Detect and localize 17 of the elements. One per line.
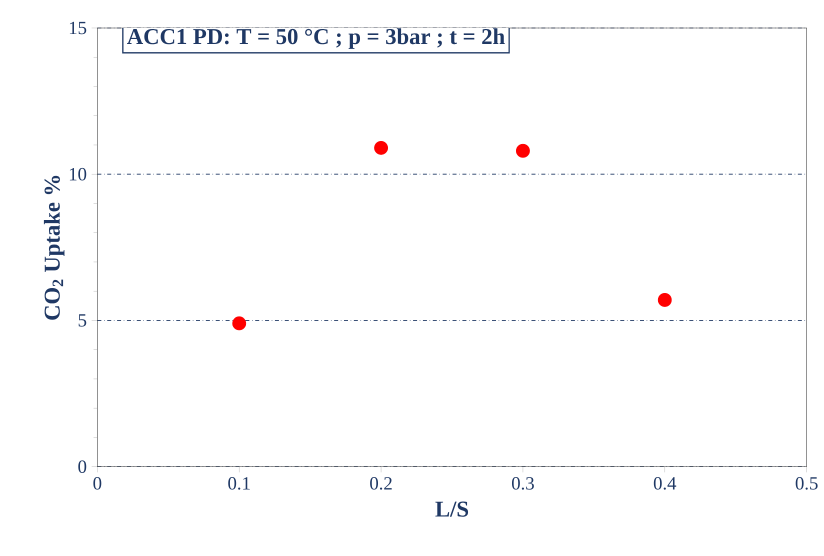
x-tick-label: 0.4	[654, 477, 676, 490]
x-axis-title: L/S	[435, 502, 468, 517]
point	[658, 293, 672, 307]
y-tick-label: 15	[70, 22, 86, 34]
x-tick-label: 0.1	[228, 477, 250, 490]
y-tick-label: 5	[78, 314, 86, 327]
y-tick-label: 0	[78, 460, 86, 473]
chart-title: ACC1 PD: T = 50 °C ; p = 3bar ; t = 2h	[127, 28, 505, 49]
y-tick-label: 10	[70, 168, 86, 181]
point	[516, 144, 530, 158]
point	[374, 140, 388, 155]
x-tick-label: 0	[93, 477, 102, 490]
point	[232, 316, 246, 330]
x-tick-label: 0.2	[370, 477, 392, 490]
x-tick-label: 0.5	[796, 477, 818, 490]
y-axis-title: CO$_{2}$ Uptake %	[44, 176, 64, 320]
x-tick-label: 0.3	[512, 477, 534, 490]
